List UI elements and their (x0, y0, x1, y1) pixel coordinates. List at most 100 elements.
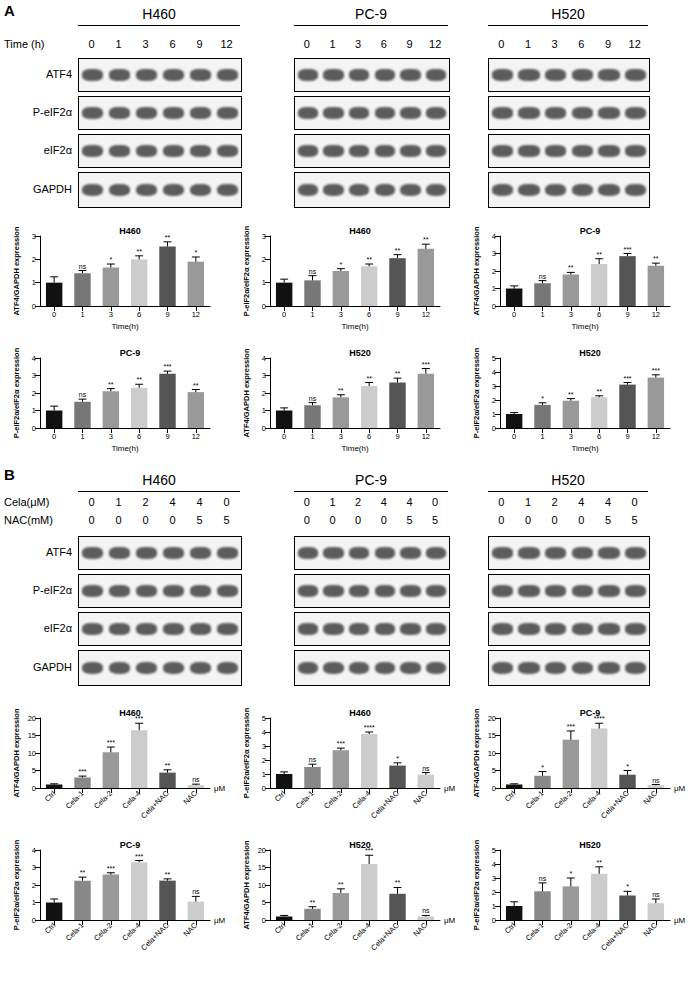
svg-text:PC-9: PC-9 (580, 226, 601, 236)
svg-text:0: 0 (512, 310, 516, 319)
svg-text:0: 0 (492, 916, 496, 925)
svg-text:**: ** (338, 387, 344, 394)
svg-text:Cela-1: Cela-1 (294, 789, 316, 811)
svg-text:**: ** (653, 255, 659, 262)
svg-text:3: 3 (569, 432, 573, 441)
svg-text:Ctrl: Ctrl (503, 921, 518, 936)
svg-text:**: ** (193, 382, 199, 389)
svg-text:μM: μM (674, 784, 686, 793)
svg-text:***: *** (78, 768, 86, 775)
svg-text:Cela-4: Cela-4 (350, 789, 372, 811)
svg-text:4: 4 (492, 232, 496, 241)
svg-text:H460: H460 (119, 226, 141, 236)
svg-text:Time(h): Time(h) (111, 444, 139, 453)
svg-text:**: ** (310, 899, 316, 906)
svg-text:12: 12 (652, 432, 660, 441)
svg-text:3: 3 (339, 310, 343, 319)
svg-text:0: 0 (32, 424, 36, 433)
svg-text:ns: ns (539, 273, 547, 280)
svg-text:5: 5 (262, 898, 266, 907)
svg-text:Cela-2: Cela-2 (322, 789, 344, 811)
svg-text:*: * (109, 256, 112, 263)
svg-text:Cela+NAC: Cela+NAC (139, 920, 171, 952)
svg-text:**: ** (338, 881, 344, 888)
svg-text:*: * (339, 261, 342, 268)
svg-text:**: ** (165, 762, 171, 769)
svg-text:4: 4 (262, 728, 266, 737)
svg-text:15: 15 (488, 731, 496, 740)
svg-text:3: 3 (262, 371, 266, 380)
svg-text:3: 3 (109, 310, 113, 319)
svg-text:*: * (194, 249, 197, 256)
svg-text:****: **** (364, 724, 375, 731)
svg-text:3: 3 (32, 371, 36, 380)
svg-text:2: 2 (262, 389, 266, 398)
svg-text:0: 0 (282, 310, 286, 319)
svg-text:**: ** (366, 256, 372, 263)
svg-text:0: 0 (262, 784, 266, 793)
svg-text:***: *** (107, 739, 115, 746)
svg-text:ns: ns (539, 875, 547, 882)
svg-text:NAC: NAC (641, 788, 659, 806)
svg-text:1: 1 (540, 310, 544, 319)
svg-text:2: 2 (32, 881, 36, 890)
svg-text:10: 10 (258, 881, 266, 890)
svg-text:H460: H460 (119, 708, 141, 718)
svg-text:2: 2 (262, 756, 266, 765)
svg-text:NAC: NAC (411, 920, 429, 938)
svg-text:12: 12 (422, 432, 430, 441)
svg-text:ns: ns (192, 776, 200, 783)
svg-text:Ctrl: Ctrl (43, 789, 58, 804)
svg-text:9: 9 (395, 432, 399, 441)
svg-text:2: 2 (492, 396, 496, 405)
svg-text:ns: ns (309, 756, 317, 763)
svg-text:6: 6 (137, 310, 141, 319)
svg-text:1: 1 (262, 406, 266, 415)
svg-text:1: 1 (492, 284, 496, 293)
svg-text:**: ** (395, 247, 401, 254)
svg-text:0: 0 (262, 916, 266, 925)
svg-text:Ctrl: Ctrl (503, 789, 518, 804)
svg-text:12: 12 (192, 310, 200, 319)
svg-text:μM: μM (214, 784, 226, 793)
svg-text:Cela-1: Cela-1 (64, 789, 86, 811)
svg-text:Cela-2: Cela-2 (322, 921, 344, 943)
svg-text:*: * (626, 763, 629, 770)
svg-text:**: ** (395, 370, 401, 377)
svg-text:3: 3 (32, 232, 36, 241)
svg-text:*: * (541, 395, 544, 402)
svg-text:6: 6 (367, 432, 371, 441)
svg-text:**: ** (136, 376, 142, 383)
svg-text:**: ** (165, 871, 171, 878)
svg-text:ATF4/GAPDH expression: ATF4/GAPDH expression (242, 348, 251, 437)
svg-text:**: ** (596, 251, 602, 258)
svg-text:NAC: NAC (641, 920, 659, 938)
svg-text:μM: μM (444, 784, 456, 793)
svg-text:6: 6 (597, 432, 601, 441)
svg-text:Cela+NAC: Cela+NAC (369, 788, 401, 820)
svg-text:*: * (626, 883, 629, 890)
svg-text:*: * (569, 870, 572, 877)
svg-text:Cela-2: Cela-2 (92, 789, 114, 811)
svg-text:0: 0 (32, 302, 36, 311)
svg-text:1: 1 (310, 310, 314, 319)
svg-text:0: 0 (262, 424, 266, 433)
svg-text:**: ** (423, 236, 429, 243)
svg-text:2: 2 (262, 255, 266, 264)
svg-text:2: 2 (492, 888, 496, 897)
svg-text:***: *** (135, 853, 143, 860)
svg-text:Cela+NAC: Cela+NAC (139, 788, 171, 820)
svg-text:ATF4/GAPDH expression: ATF4/GAPDH expression (12, 226, 21, 315)
svg-text:12: 12 (652, 310, 660, 319)
svg-text:6: 6 (367, 310, 371, 319)
svg-text:9: 9 (165, 310, 169, 319)
svg-text:0: 0 (282, 432, 286, 441)
svg-text:20: 20 (488, 714, 496, 723)
svg-text:3: 3 (339, 432, 343, 441)
svg-text:Cela-1: Cela-1 (64, 921, 86, 943)
svg-text:**: ** (136, 248, 142, 255)
svg-text:0: 0 (52, 310, 56, 319)
svg-text:ATF4/GAPDH expression: ATF4/GAPDH expression (242, 840, 251, 929)
svg-text:5: 5 (262, 714, 266, 723)
svg-text:P-eIF2α/eIF2α expression: P-eIF2α/eIF2α expression (242, 225, 251, 316)
